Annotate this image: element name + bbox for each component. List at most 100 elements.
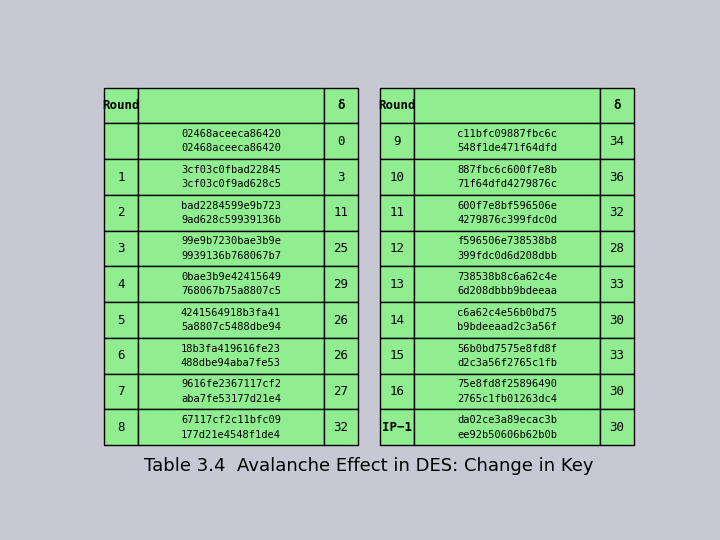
Text: c11bfc09887fbc6c: c11bfc09887fbc6c (457, 129, 557, 139)
Bar (415, 124, 600, 159)
Bar (415, 409, 600, 445)
Text: Round: Round (102, 99, 140, 112)
Text: 15: 15 (390, 349, 405, 362)
Bar (380, 87, 415, 124)
Text: 9: 9 (394, 135, 401, 148)
Text: 3cf03c0fbad22845: 3cf03c0fbad22845 (181, 165, 281, 175)
Bar (600, 409, 634, 445)
Bar (600, 338, 634, 374)
Bar (600, 159, 634, 195)
Bar (600, 195, 634, 231)
Bar (323, 231, 358, 266)
Text: 6: 6 (117, 349, 125, 362)
Bar (415, 231, 600, 266)
Text: 14: 14 (390, 314, 405, 327)
Bar (104, 195, 138, 231)
Text: 11: 11 (333, 206, 348, 219)
Text: 6d208dbbb9bdeeaa: 6d208dbbb9bdeeaa (457, 287, 557, 296)
Bar (323, 87, 358, 124)
Bar (138, 266, 323, 302)
Text: 75e8fd8f25896490: 75e8fd8f25896490 (457, 380, 557, 389)
Bar (323, 374, 358, 409)
Bar (600, 374, 634, 409)
Text: 9ad628c59939136b: 9ad628c59939136b (181, 215, 281, 225)
Bar (104, 266, 138, 302)
Bar (104, 87, 138, 124)
Bar (104, 231, 138, 266)
Bar (138, 195, 323, 231)
Bar (323, 302, 358, 338)
Bar (138, 338, 323, 374)
Text: f596506e738538b8: f596506e738538b8 (457, 237, 557, 246)
Text: 32: 32 (333, 421, 348, 434)
Bar (600, 231, 634, 266)
Bar (380, 231, 415, 266)
Bar (600, 87, 634, 124)
Bar (380, 302, 415, 338)
Text: d2c3a56f2765c1fb: d2c3a56f2765c1fb (457, 358, 557, 368)
Text: 5: 5 (117, 314, 125, 327)
Text: 02468aceeca86420: 02468aceeca86420 (181, 144, 281, 153)
Bar (104, 409, 138, 445)
Text: 768067b75a8807c5: 768067b75a8807c5 (181, 287, 281, 296)
Text: 4241564918b3fa41: 4241564918b3fa41 (181, 308, 281, 318)
Bar (380, 338, 415, 374)
Bar (138, 302, 323, 338)
Text: δ: δ (613, 99, 621, 112)
Text: 33: 33 (609, 278, 624, 291)
Text: 8: 8 (117, 421, 125, 434)
Bar (415, 374, 600, 409)
Bar (415, 195, 600, 231)
Bar (323, 124, 358, 159)
Text: 2765c1fb01263dc4: 2765c1fb01263dc4 (457, 394, 557, 404)
Bar (380, 195, 415, 231)
Text: 177d21e4548f1de4: 177d21e4548f1de4 (181, 429, 281, 440)
Bar (415, 159, 600, 195)
Bar (380, 266, 415, 302)
Bar (380, 374, 415, 409)
Text: 12: 12 (390, 242, 405, 255)
Bar (138, 409, 323, 445)
Text: ee92b50606b62b0b: ee92b50606b62b0b (457, 429, 557, 440)
Text: 3cf03c0f9ad628c5: 3cf03c0f9ad628c5 (181, 179, 281, 189)
Text: 67117cf2c11bfc09: 67117cf2c11bfc09 (181, 415, 281, 425)
Text: 399fdc0d6d208dbb: 399fdc0d6d208dbb (457, 251, 557, 261)
Bar (104, 338, 138, 374)
Text: 18b3fa419616fe23: 18b3fa419616fe23 (181, 343, 281, 354)
Text: aba7fe53177d21e4: aba7fe53177d21e4 (181, 394, 281, 404)
Bar (600, 266, 634, 302)
Text: c6a62c4e56b0bd75: c6a62c4e56b0bd75 (457, 308, 557, 318)
Bar (415, 302, 600, 338)
Text: 4279876c399fdc0d: 4279876c399fdc0d (457, 215, 557, 225)
Text: 30: 30 (609, 385, 624, 398)
Text: 11: 11 (390, 206, 405, 219)
Text: 1: 1 (117, 171, 125, 184)
Text: da02ce3a89ecac3b: da02ce3a89ecac3b (457, 415, 557, 425)
Bar (138, 159, 323, 195)
Bar (380, 124, 415, 159)
Text: 4: 4 (117, 278, 125, 291)
Bar (323, 195, 358, 231)
Text: 30: 30 (609, 314, 624, 327)
Text: b9bdeeaad2c3a56f: b9bdeeaad2c3a56f (457, 322, 557, 332)
Bar (104, 374, 138, 409)
Bar (600, 302, 634, 338)
Text: 25: 25 (333, 242, 348, 255)
Text: 600f7e8bf596506e: 600f7e8bf596506e (457, 201, 557, 211)
Text: 10: 10 (390, 171, 405, 184)
Text: 32: 32 (609, 206, 624, 219)
Text: 71f64dfd4279876c: 71f64dfd4279876c (457, 179, 557, 189)
Text: δ: δ (337, 99, 344, 112)
Text: 28: 28 (609, 242, 624, 255)
Text: 26: 26 (333, 349, 348, 362)
Text: 34: 34 (609, 135, 624, 148)
Text: bad2284599e9b723: bad2284599e9b723 (181, 201, 281, 211)
Text: Table 3.4  Avalanche Effect in DES: Change in Key: Table 3.4 Avalanche Effect in DES: Chang… (144, 457, 594, 475)
Text: 99e9b7230bae3b9e: 99e9b7230bae3b9e (181, 237, 281, 246)
Bar (104, 302, 138, 338)
Text: 488dbe94aba7fe53: 488dbe94aba7fe53 (181, 358, 281, 368)
Bar (380, 409, 415, 445)
Bar (138, 374, 323, 409)
Text: 33: 33 (609, 349, 624, 362)
Text: 7: 7 (117, 385, 125, 398)
